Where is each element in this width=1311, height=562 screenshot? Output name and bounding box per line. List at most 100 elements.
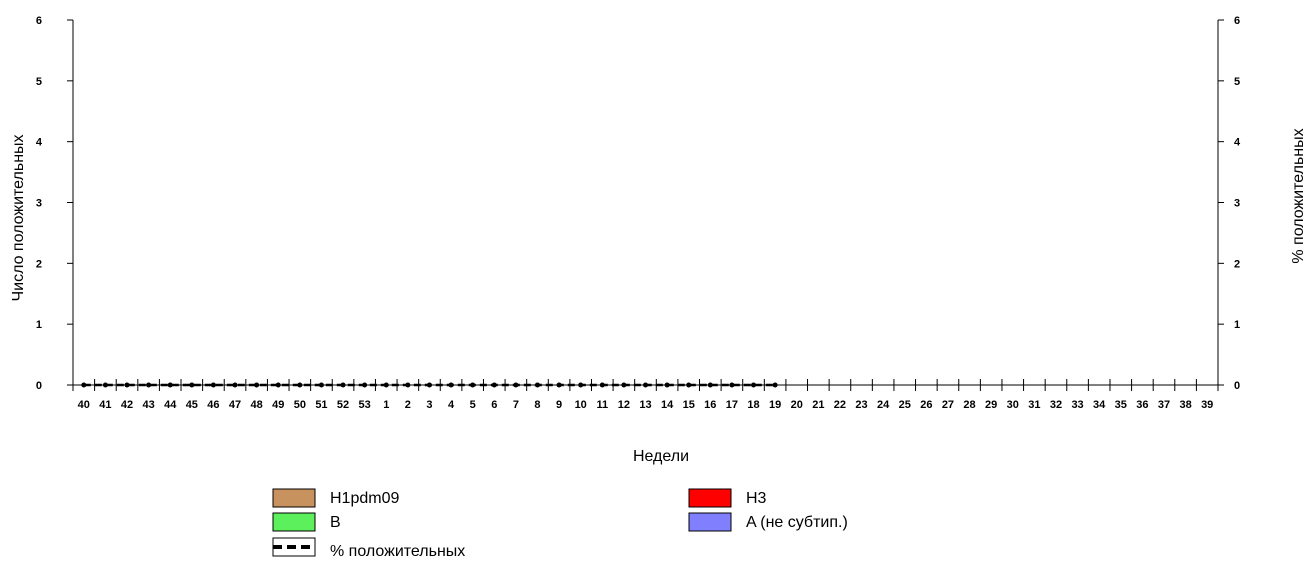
percent-positive-series <box>81 382 778 388</box>
x-tick-label: 12 <box>618 399 630 411</box>
y-right-tick-label: 0 <box>1234 380 1240 392</box>
y-right-tick-label: 4 <box>1234 137 1241 149</box>
legend-label-h1pdm09: H1pdm09 <box>330 490 399 507</box>
percent-positive-point <box>167 382 173 388</box>
percent-positive-point <box>643 382 648 388</box>
legend-swatch-b <box>272 512 316 532</box>
x-tick-label: 34 <box>1093 399 1106 411</box>
percent-positive-point <box>534 382 540 388</box>
x-tick-label: 40 <box>78 399 90 411</box>
legend-item-h3: H3 <box>688 488 767 508</box>
percent-positive-point <box>621 382 627 388</box>
legend-swatch-h3 <box>688 488 732 508</box>
y-left-tick-label: 3 <box>36 198 42 210</box>
y-right-tick-label: 6 <box>1234 15 1240 27</box>
percent-positive-point <box>686 382 692 388</box>
x-tick-label: 29 <box>985 399 997 411</box>
plot-axes <box>72 20 1219 386</box>
x-tick-label: 32 <box>1050 399 1062 411</box>
x-tick-label: 36 <box>1136 399 1148 411</box>
y-left-tick-label: 5 <box>36 76 42 88</box>
legend-item-a-unsubtyped: A (не субтип.) <box>688 512 848 532</box>
percent-positive-point <box>448 382 454 388</box>
x-tick-label: 9 <box>556 399 562 411</box>
x-tick-label: 2 <box>405 399 411 411</box>
x-tick-label: 30 <box>1007 399 1019 411</box>
x-tick-label: 4 <box>448 399 455 411</box>
percent-positive-point <box>362 382 368 388</box>
x-tick-label: 46 <box>207 399 219 411</box>
x-tick-label: 22 <box>834 399 846 411</box>
x-tick-label: 8 <box>534 399 540 411</box>
percent-positive-point <box>707 382 713 388</box>
percent-positive-point <box>470 382 476 388</box>
percent-positive-point <box>556 382 562 388</box>
legend-item-h1pdm09: H1pdm09 <box>272 488 399 508</box>
x-tick-label: 16 <box>704 399 716 411</box>
percent-positive-point <box>578 382 584 388</box>
x-tick-label: 18 <box>747 399 759 411</box>
x-tick-label: 3 <box>426 399 432 411</box>
percent-positive-point <box>297 382 303 388</box>
x-tick-label: 14 <box>661 399 674 411</box>
x-tick-label: 50 <box>294 399 306 411</box>
x-axis-ticks: 40 41 42 43 44 45 46 47 48 49 50 51 52 53 1 2 3 4 5 6 7 8 9 10 1… <box>72 379 1219 411</box>
percent-positive-point <box>189 382 195 388</box>
x-tick-label: 39 <box>1201 399 1213 411</box>
y-left-tick-label: 1 <box>36 319 42 331</box>
percent-positive-point <box>275 382 281 388</box>
x-tick-label: 1 <box>383 399 389 411</box>
x-tick-label: 6 <box>491 399 497 411</box>
x-tick-label: 43 <box>142 399 154 411</box>
y-left-tick-label: 6 <box>36 15 42 27</box>
x-tick-label: 49 <box>272 399 284 411</box>
y-right-tick-label: 2 <box>1234 258 1240 270</box>
x-tick-label: 11 <box>596 399 608 411</box>
x-tick-label: 48 <box>251 399 263 411</box>
x-tick-label: 21 <box>812 399 824 411</box>
y-left-tick-label: 2 <box>36 258 42 270</box>
percent-positive-point <box>340 382 346 388</box>
percent-positive-point <box>772 382 778 388</box>
y-axis-left-title: Число положительных <box>10 134 27 301</box>
percent-positive-point <box>729 382 735 388</box>
x-tick-label: 33 <box>1071 399 1083 411</box>
y-left-tick-label: 4 <box>36 137 43 149</box>
percent-positive-point <box>383 382 389 388</box>
x-tick-label: 37 <box>1158 399 1170 411</box>
legend-label-h3: H3 <box>746 490 767 507</box>
x-tick-label: 13 <box>639 399 651 411</box>
y-right-tick-label: 1 <box>1234 319 1240 331</box>
percent-positive-point <box>491 382 497 388</box>
percent-positive-point <box>664 382 670 388</box>
x-tick-label: 17 <box>726 399 738 411</box>
x-tick-label: 19 <box>769 399 781 411</box>
percent-positive-point <box>426 382 432 388</box>
x-tick-label: 27 <box>942 399 954 411</box>
x-tick-label: 52 <box>337 399 349 411</box>
percent-positive-point <box>124 382 130 388</box>
y-axis-right-title: % положительных <box>1290 128 1307 263</box>
x-tick-label: 47 <box>229 399 241 411</box>
percent-positive-point <box>232 382 238 388</box>
x-tick-label: 7 <box>513 399 519 411</box>
x-tick-label: 45 <box>186 399 198 411</box>
legend-label-b: B <box>330 514 341 531</box>
percent-positive-point <box>210 382 216 388</box>
legend-label-a-unsubtyped: A (не субтип.) <box>746 514 848 531</box>
x-tick-label: 23 <box>855 399 867 411</box>
x-tick-label: 41 <box>99 399 111 411</box>
y-left-tick-label: 0 <box>36 380 42 392</box>
x-tick-label: 44 <box>164 399 177 411</box>
y-right-tick-label: 5 <box>1234 76 1240 88</box>
y-right-tick-label: 3 <box>1234 198 1240 210</box>
x-tick-label: 25 <box>899 399 911 411</box>
x-tick-label: 53 <box>359 399 371 411</box>
x-tick-label: 28 <box>963 399 975 411</box>
x-tick-label: 20 <box>791 399 803 411</box>
x-tick-label: 24 <box>877 399 890 411</box>
percent-positive-point <box>146 382 152 388</box>
percent-positive-point <box>751 382 757 388</box>
x-tick-label: 35 <box>1115 399 1127 411</box>
x-tick-label: 51 <box>315 399 327 411</box>
